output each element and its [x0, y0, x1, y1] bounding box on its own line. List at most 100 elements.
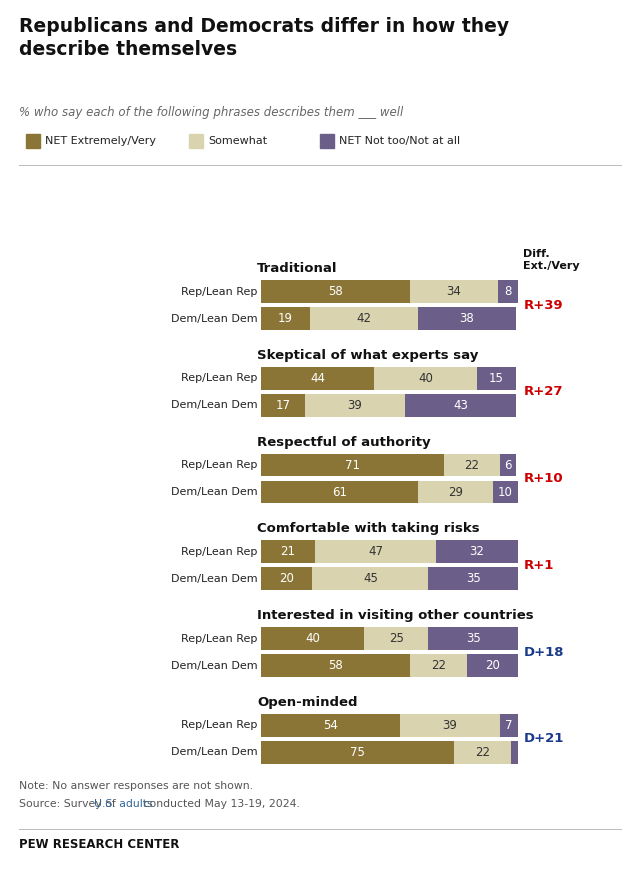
Text: 44: 44	[310, 372, 325, 385]
Text: 10: 10	[498, 486, 513, 498]
Text: Dem/Lean Dem: Dem/Lean Dem	[171, 660, 257, 671]
Bar	[410, 280, 498, 303]
Bar	[261, 568, 312, 591]
Text: Interested in visiting other countries: Interested in visiting other countries	[257, 609, 534, 622]
Bar	[444, 454, 500, 476]
Text: 7: 7	[506, 719, 513, 732]
Text: R+1: R+1	[524, 559, 554, 572]
Text: 8: 8	[504, 285, 511, 298]
Bar	[500, 454, 516, 476]
Text: 40: 40	[305, 632, 320, 645]
Bar	[261, 481, 418, 503]
Text: 47: 47	[368, 545, 383, 558]
Text: 58: 58	[328, 659, 343, 672]
Text: D+18: D+18	[524, 645, 564, 658]
Text: 15: 15	[489, 372, 504, 385]
Text: 45: 45	[363, 572, 378, 585]
Text: R+10: R+10	[524, 472, 563, 485]
Bar	[305, 394, 405, 416]
Text: U.S. adults: U.S. adults	[94, 799, 152, 808]
Bar	[315, 541, 436, 564]
Bar	[261, 307, 310, 330]
Text: 21: 21	[280, 545, 296, 558]
Text: Dem/Lean Dem: Dem/Lean Dem	[171, 574, 257, 584]
Text: NET Extremely/Very: NET Extremely/Very	[45, 136, 156, 146]
Text: 40: 40	[418, 372, 433, 385]
Text: 71: 71	[345, 459, 360, 471]
Bar	[405, 394, 516, 416]
Text: 58: 58	[328, 285, 343, 298]
Bar	[261, 367, 374, 389]
Text: 35: 35	[466, 572, 481, 585]
Text: % who say each of the following phrases describes them ___ well: % who say each of the following phrases …	[19, 106, 403, 119]
Text: 25: 25	[388, 632, 403, 645]
Text: PEW RESEARCH CENTER: PEW RESEARCH CENTER	[19, 838, 180, 851]
Text: 22: 22	[465, 459, 479, 471]
Text: 35: 35	[466, 632, 481, 645]
Bar	[261, 394, 305, 416]
Bar	[310, 307, 418, 330]
Bar	[400, 714, 500, 737]
Bar	[428, 627, 518, 650]
Text: Rep/Lean Rep: Rep/Lean Rep	[181, 633, 257, 644]
Text: Rep/Lean Rep: Rep/Lean Rep	[181, 720, 257, 730]
Text: Rep/Lean Rep: Rep/Lean Rep	[181, 547, 257, 557]
Text: Note: No answer responses are not shown.: Note: No answer responses are not shown.	[19, 781, 253, 791]
Text: Comfortable with taking risks: Comfortable with taking risks	[257, 523, 480, 536]
Bar	[261, 627, 364, 650]
Text: R+39: R+39	[524, 299, 563, 312]
Text: 39: 39	[443, 719, 458, 732]
Text: NET Not too/Not at all: NET Not too/Not at all	[339, 136, 460, 146]
Text: D+21: D+21	[524, 733, 564, 746]
Bar	[261, 654, 410, 677]
Text: Diff.
Ext./Very: Diff. Ext./Very	[524, 248, 580, 271]
Bar	[428, 568, 518, 591]
Bar	[410, 654, 467, 677]
Bar	[418, 481, 493, 503]
Text: 20: 20	[279, 572, 294, 585]
Bar	[261, 280, 410, 303]
Text: Dem/Lean Dem: Dem/Lean Dem	[171, 314, 257, 324]
Text: 20: 20	[485, 659, 500, 672]
Bar	[364, 627, 428, 650]
Text: 61: 61	[332, 486, 347, 498]
Text: 39: 39	[348, 399, 362, 412]
Text: 22: 22	[431, 659, 446, 672]
Bar	[418, 307, 516, 330]
Text: 38: 38	[460, 312, 474, 325]
Text: 75: 75	[350, 746, 365, 759]
Bar	[436, 541, 518, 564]
Text: 34: 34	[447, 285, 461, 298]
Text: 54: 54	[323, 719, 338, 732]
Text: 42: 42	[356, 312, 371, 325]
Bar	[511, 741, 518, 764]
Text: Republicans and Democrats differ in how they
describe themselves: Republicans and Democrats differ in how …	[19, 17, 509, 59]
Bar	[261, 741, 454, 764]
Text: Rep/Lean Rep: Rep/Lean Rep	[181, 460, 257, 470]
Text: 17: 17	[275, 399, 291, 412]
Bar	[498, 280, 518, 303]
Text: Traditional: Traditional	[257, 262, 338, 275]
Text: Skeptical of what experts say: Skeptical of what experts say	[257, 349, 479, 362]
Text: Rep/Lean Rep: Rep/Lean Rep	[181, 374, 257, 383]
Text: 43: 43	[453, 399, 468, 412]
Text: 19: 19	[278, 312, 293, 325]
Text: Respectful of authority: Respectful of authority	[257, 436, 431, 449]
Bar	[374, 367, 477, 389]
Text: R+27: R+27	[524, 385, 563, 398]
Text: Open-minded: Open-minded	[257, 696, 358, 709]
Bar	[467, 654, 518, 677]
Text: Rep/Lean Rep: Rep/Lean Rep	[181, 287, 257, 297]
Bar	[261, 541, 315, 564]
Bar	[454, 741, 511, 764]
Bar	[493, 481, 518, 503]
Text: 32: 32	[470, 545, 484, 558]
Text: Dem/Lean Dem: Dem/Lean Dem	[171, 747, 257, 758]
Bar	[261, 454, 444, 476]
Text: Somewhat: Somewhat	[208, 136, 267, 146]
Text: Source: Survey of: Source: Survey of	[19, 799, 120, 808]
Text: 22: 22	[475, 746, 490, 759]
Text: 6: 6	[504, 459, 512, 471]
Bar	[261, 714, 400, 737]
Text: Dem/Lean Dem: Dem/Lean Dem	[171, 401, 257, 410]
